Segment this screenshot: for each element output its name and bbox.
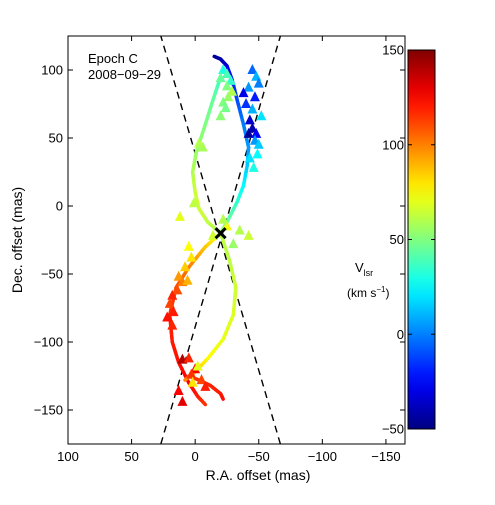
colorbar-label-v: V: [355, 260, 364, 275]
x-tick-label: 0: [192, 449, 199, 464]
colorbar-tick-label: 0: [397, 327, 404, 342]
y-tick-label: −150: [34, 403, 63, 418]
y-tick-label: 0: [56, 199, 63, 214]
colorbar-label-sub: lsr: [364, 268, 374, 278]
colorbar-tick-label: 150: [382, 43, 404, 58]
colorbar-tick-label: 100: [382, 137, 404, 152]
y-tick-label: 100: [41, 63, 63, 78]
x-tick-label: −100: [308, 449, 337, 464]
x-axis-label: R.A. offset (mas): [206, 467, 311, 483]
y-tick-label: −100: [34, 335, 63, 350]
x-tick-label: 100: [57, 449, 79, 464]
date-label: 2008−09−29: [88, 67, 161, 82]
x-tick-label: 50: [124, 449, 138, 464]
colorbar-unit-close: ): [385, 286, 389, 300]
colorbar-tick-label: −50: [382, 422, 404, 437]
y-tick-label: −50: [41, 267, 63, 282]
y-axis-label: Dec. offset (mas): [9, 187, 25, 293]
track-segment: [185, 379, 187, 380]
colorbar-tick-label: 50: [390, 232, 404, 247]
colorbar: [408, 50, 435, 429]
colorbar-unit-main: (km s: [347, 286, 376, 300]
y-tick-label: 50: [49, 131, 63, 146]
epoch-label: Epoch C: [88, 51, 138, 66]
x-tick-label: −150: [371, 449, 400, 464]
x-tick-label: −50: [248, 449, 270, 464]
track-segment: [204, 403, 205, 404]
